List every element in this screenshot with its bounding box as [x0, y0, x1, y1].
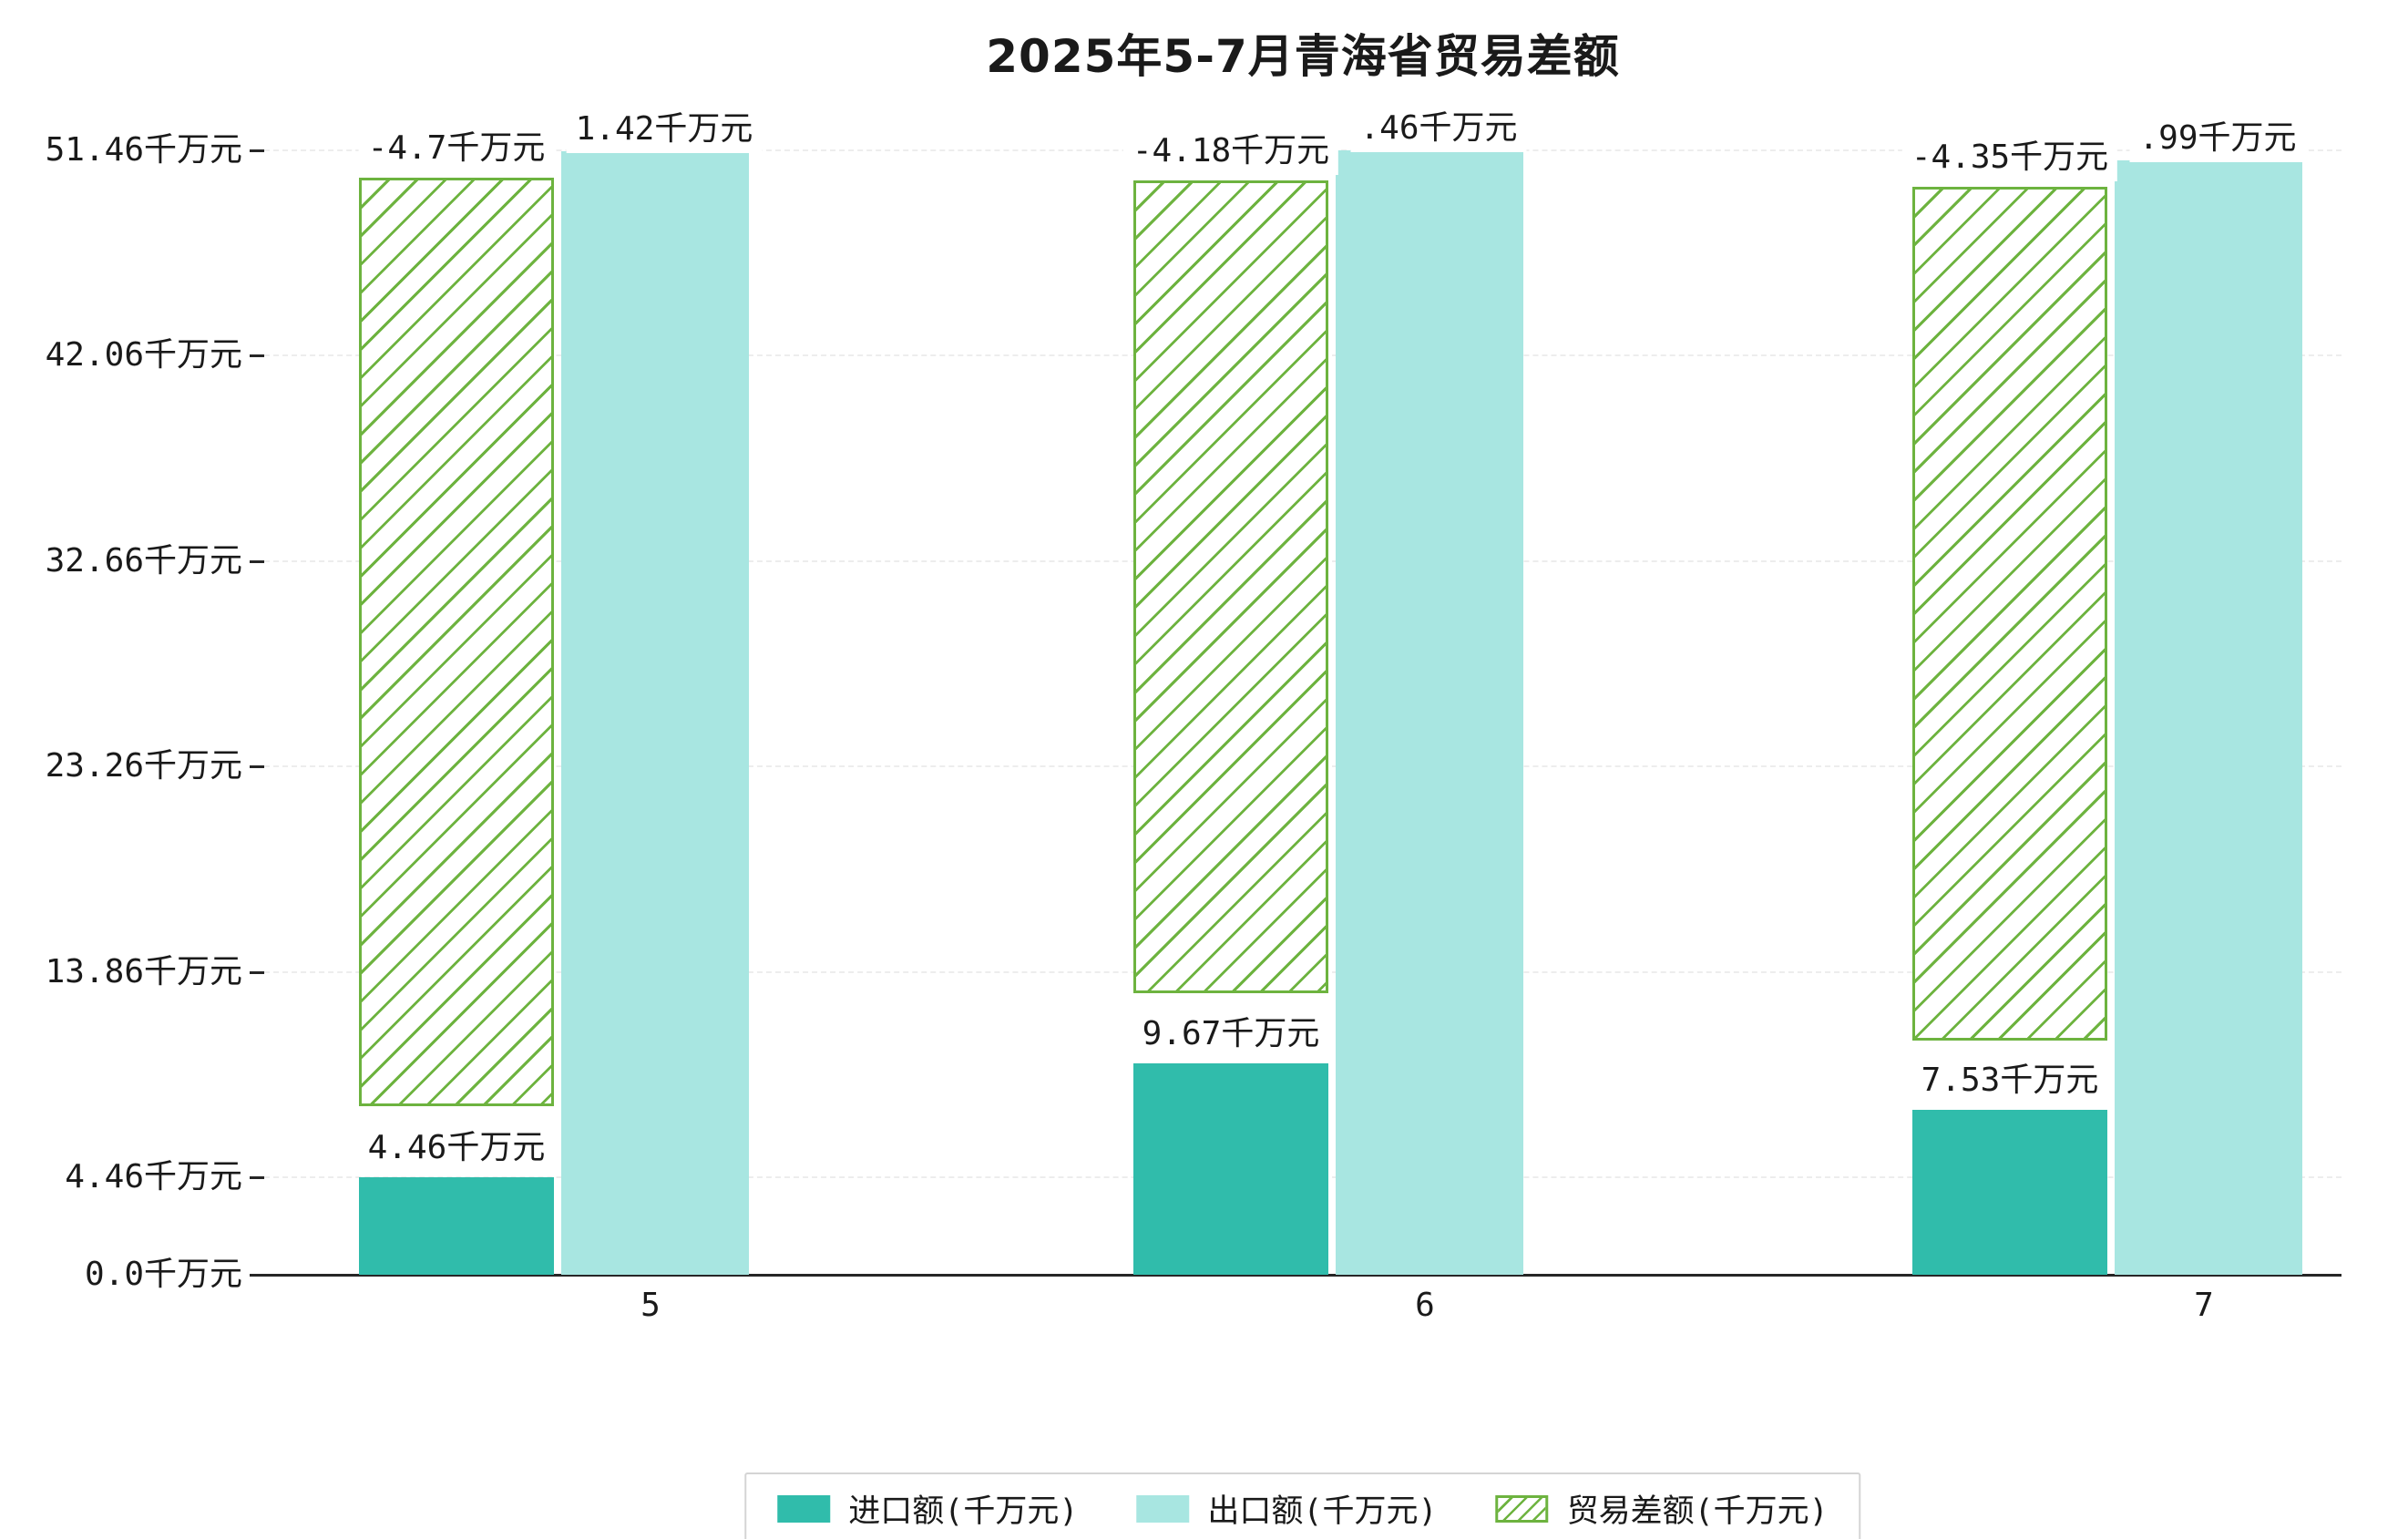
export-bar	[2115, 160, 2302, 1275]
x-axis-tick-label: 6	[1415, 1287, 1435, 1324]
y-axis-tick-label: 13.86千万元	[45, 952, 242, 990]
export-value-label: .99千万元	[2129, 109, 2306, 163]
trade-balance-value-label: -4.7千万元	[358, 119, 555, 173]
y-axis-tick-mark	[250, 1176, 264, 1180]
import-value-label: 7.53千万元	[1911, 1052, 2108, 1105]
trade-balance-bar	[359, 178, 554, 1107]
import-bar	[359, 1177, 554, 1275]
legend-item-trade-balance: 贸易差额(千万元)	[1495, 1485, 1829, 1532]
import-value-label: 4.46千万元	[358, 1119, 555, 1173]
export-bar	[561, 150, 749, 1275]
x-axis-line	[264, 1274, 2341, 1277]
legend-swatch-import	[777, 1494, 831, 1523]
y-axis-tick-mark	[250, 354, 264, 358]
trade-balance-value-label: -4.35千万元	[1901, 128, 2118, 181]
legend-label-export: 出口额(千万元)	[1207, 1493, 1438, 1530]
y-axis-tick-label: 0.0千万元	[84, 1256, 242, 1293]
legend-item-export: 出口额(千万元)	[1136, 1485, 1438, 1532]
y-axis-tick-mark	[250, 970, 264, 974]
y-axis-tick-mark	[250, 559, 264, 563]
import-bar	[1133, 1063, 1328, 1275]
legend-swatch-export	[1136, 1494, 1190, 1523]
trade-balance-bar	[1912, 186, 2107, 1041]
chart-title: 2025年5-7月青海省贸易差额	[986, 30, 1620, 83]
x-axis-tick-label: 5	[640, 1287, 661, 1324]
y-axis-tick-label: 51.46千万元	[45, 131, 242, 169]
y-axis-tick-label: 32.66千万元	[45, 541, 242, 580]
y-axis-tick-mark	[250, 1274, 264, 1277]
y-axis-tick-label: 4.46千万元	[65, 1158, 242, 1196]
y-axis-tick-mark	[250, 149, 264, 152]
export-value-label: .46千万元	[1350, 99, 1527, 152]
trade-balance-bar	[1133, 180, 1328, 993]
legend-label-import: 进口额(千万元)	[848, 1493, 1079, 1530]
y-axis-tick-mark	[250, 765, 264, 769]
y-axis-tick-label: 23.26千万元	[45, 747, 242, 785]
legend-swatch-trade-balance	[1495, 1494, 1549, 1523]
export-value-label: 1.42千万元	[566, 99, 763, 153]
legend-label-trade-balance: 贸易差额(千万元)	[1566, 1493, 1829, 1530]
y-axis-tick-label: 42.06千万元	[45, 336, 242, 374]
trade-balance-value-label: -4.18千万元	[1122, 121, 1339, 175]
export-bar	[1336, 150, 1523, 1275]
import-bar	[1912, 1110, 2107, 1275]
legend-item-import: 进口额(千万元)	[777, 1485, 1078, 1532]
legend: 进口额(千万元) 出口额(千万元) 贸易差额(千万元)	[744, 1472, 1861, 1539]
x-axis-tick-label: 7	[2194, 1287, 2214, 1324]
import-value-label: 9.67千万元	[1132, 1005, 1329, 1059]
